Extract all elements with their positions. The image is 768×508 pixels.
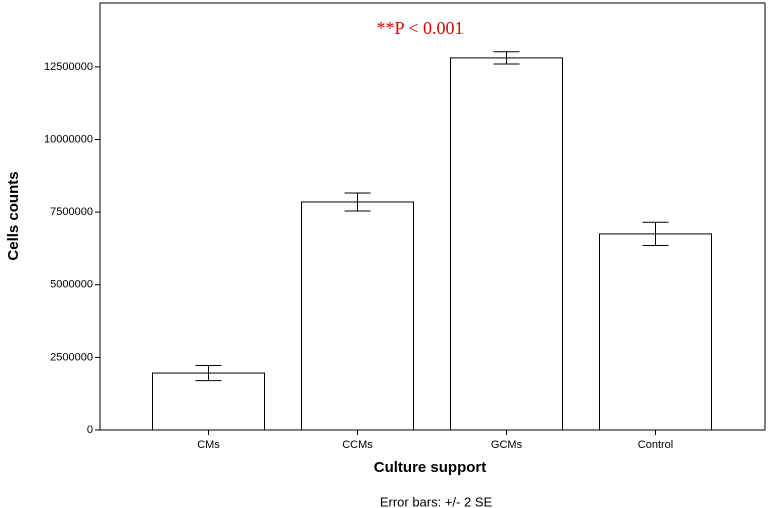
y-tick-label: 2500000 [50,351,93,363]
y-tick-label: 5000000 [50,279,93,291]
y-tick-label: 12500000 [44,61,93,73]
bar [450,57,563,431]
footnote: Error bars: +/- 2 SE [380,494,493,508]
x-tick-label: GCMs [491,439,523,451]
y-tick-label: 0 [87,424,93,436]
y-axis-title: Cells counts [5,171,22,260]
x-axis-title: Culture support [374,459,487,476]
bar [301,201,414,431]
plot-frame [99,2,766,431]
bar [599,233,712,431]
error-bar [642,221,669,247]
x-tick-label: Control [638,439,673,451]
x-tick-label: CCMs [342,439,373,451]
bar [152,372,265,431]
error-bar [195,365,222,382]
error-bar [344,192,371,212]
y-tick-label: 7500000 [50,206,93,218]
y-tick-label: 10000000 [44,133,93,145]
x-tick-label: CMs [197,439,220,451]
annotation: **P < 0.001 [377,18,464,38]
error-bar [493,51,520,65]
